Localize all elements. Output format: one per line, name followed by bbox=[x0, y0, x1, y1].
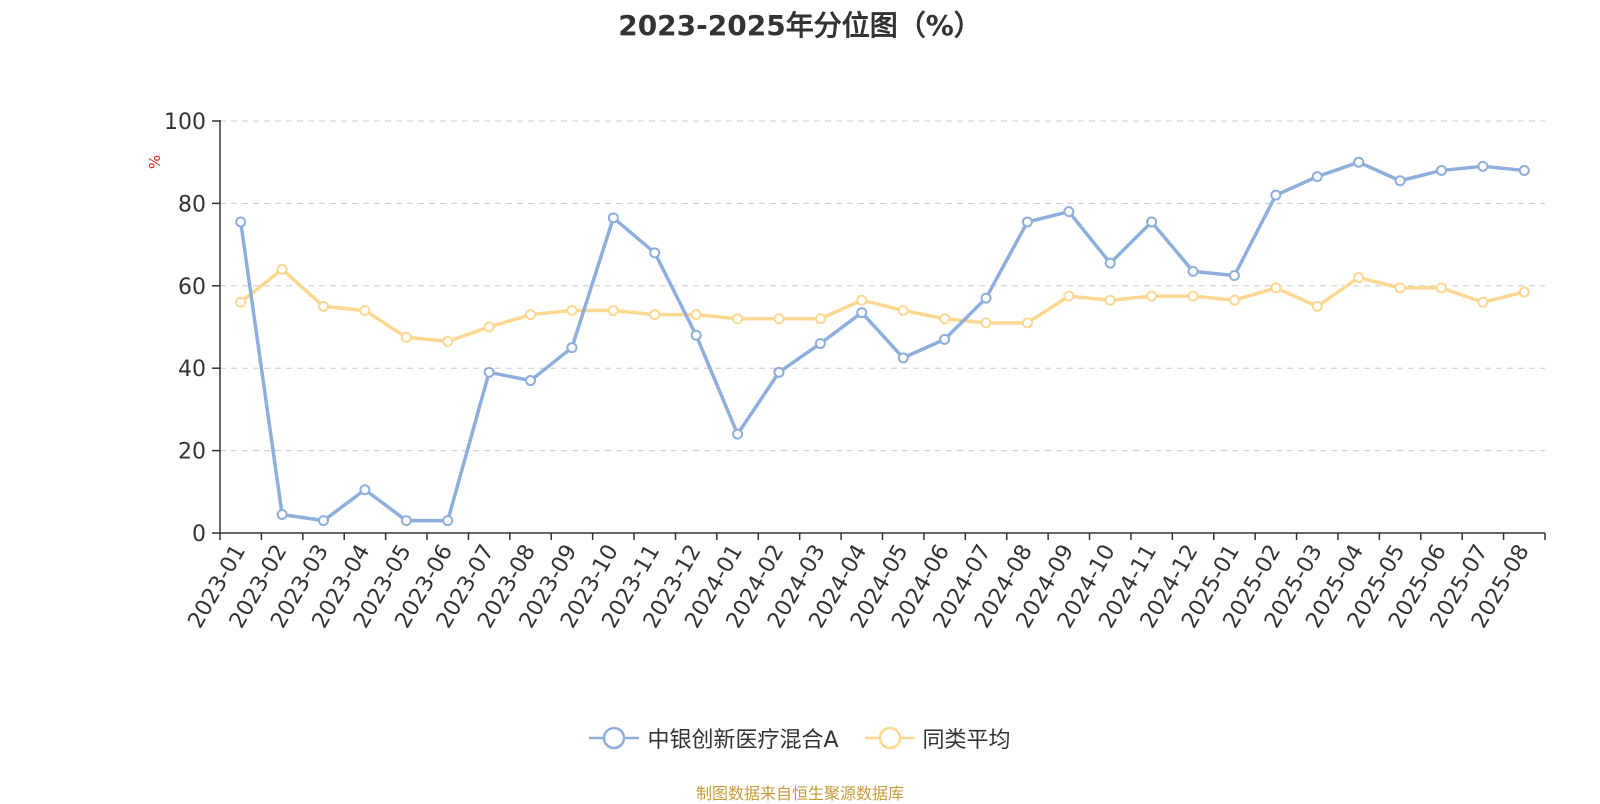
data-point-fund bbox=[940, 335, 949, 344]
data-point-fund bbox=[857, 308, 866, 317]
data-point-average bbox=[236, 298, 245, 307]
data-point-average bbox=[1271, 283, 1280, 292]
data-point-average bbox=[526, 310, 535, 319]
data-point-average bbox=[1520, 287, 1529, 296]
data-point-fund bbox=[567, 343, 576, 352]
data-point-average bbox=[940, 314, 949, 323]
axes: 0204060801002023-012023-022023-032023-04… bbox=[164, 110, 1545, 633]
data-point-fund bbox=[1230, 271, 1239, 280]
legend-fund-line-icon bbox=[589, 726, 639, 750]
legend: 中银创新医疗混合A 同类平均 bbox=[0, 722, 1600, 754]
data-point-fund bbox=[1396, 176, 1405, 185]
data-point-average bbox=[1147, 292, 1156, 301]
data-point-average bbox=[1437, 283, 1446, 292]
data-point-average bbox=[567, 306, 576, 315]
data-point-fund bbox=[485, 368, 494, 377]
line-chart: 0204060801002023-012023-022023-032023-04… bbox=[0, 0, 1600, 700]
data-point-fund bbox=[526, 376, 535, 385]
y-tick-label: 0 bbox=[192, 522, 206, 547]
data-point-average bbox=[774, 314, 783, 323]
data-point-fund bbox=[982, 294, 991, 303]
data-point-average bbox=[650, 310, 659, 319]
data-point-average bbox=[733, 314, 742, 323]
data-point-average bbox=[402, 333, 411, 342]
data-point-average bbox=[278, 265, 287, 274]
data-point-fund bbox=[1023, 217, 1032, 226]
data-point-fund bbox=[1106, 259, 1115, 268]
data-point-fund bbox=[1064, 207, 1073, 216]
series-lines bbox=[236, 158, 1529, 525]
data-point-average bbox=[1064, 292, 1073, 301]
data-point-average bbox=[816, 314, 825, 323]
legend-item-fund[interactable]: 中银创新医疗混合A bbox=[589, 722, 838, 754]
data-point-average bbox=[1478, 298, 1487, 307]
data-point-fund bbox=[278, 510, 287, 519]
series-line-average bbox=[241, 269, 1525, 341]
data-point-fund bbox=[319, 516, 328, 525]
data-point-average bbox=[692, 310, 701, 319]
data-point-fund bbox=[774, 368, 783, 377]
y-tick-label: 80 bbox=[178, 192, 206, 217]
data-point-average bbox=[319, 302, 328, 311]
legend-average-line-icon bbox=[865, 726, 915, 750]
data-point-fund bbox=[609, 213, 618, 222]
data-point-fund bbox=[360, 485, 369, 494]
data-point-average bbox=[1230, 296, 1239, 305]
data-point-fund bbox=[899, 353, 908, 362]
data-point-fund bbox=[1354, 158, 1363, 167]
data-point-average bbox=[443, 337, 452, 346]
data-point-fund bbox=[402, 516, 411, 525]
y-axis-unit-label: % bbox=[146, 155, 164, 169]
y-tick-label: 60 bbox=[178, 275, 206, 300]
y-tick-label: 100 bbox=[164, 110, 206, 135]
data-point-average bbox=[609, 306, 618, 315]
data-point-average bbox=[1189, 292, 1198, 301]
data-point-fund bbox=[1147, 217, 1156, 226]
data-point-fund bbox=[650, 248, 659, 257]
data-point-fund bbox=[816, 339, 825, 348]
y-tick-label: 40 bbox=[178, 357, 206, 382]
data-point-fund bbox=[1437, 166, 1446, 175]
data-source-note: 制图数据来自恒生聚源数据库 bbox=[0, 780, 1600, 804]
data-point-fund bbox=[1189, 267, 1198, 276]
data-point-average bbox=[1313, 302, 1322, 311]
data-point-average bbox=[1354, 273, 1363, 282]
legend-label-fund: 中银创新医疗混合A bbox=[647, 722, 838, 754]
data-point-average bbox=[1106, 296, 1115, 305]
data-point-fund bbox=[236, 217, 245, 226]
data-point-average bbox=[360, 306, 369, 315]
data-point-fund bbox=[1478, 162, 1487, 171]
data-point-average bbox=[899, 306, 908, 315]
data-point-fund bbox=[443, 516, 452, 525]
data-point-fund bbox=[1271, 191, 1280, 200]
data-point-fund bbox=[692, 331, 701, 340]
data-point-fund bbox=[1520, 166, 1529, 175]
data-point-average bbox=[857, 296, 866, 305]
data-point-average bbox=[1023, 318, 1032, 327]
data-point-average bbox=[1396, 283, 1405, 292]
legend-label-average: 同类平均 bbox=[923, 722, 1011, 754]
data-point-fund bbox=[733, 430, 742, 439]
legend-item-average[interactable]: 同类平均 bbox=[865, 722, 1011, 754]
data-point-average bbox=[982, 318, 991, 327]
data-point-average bbox=[485, 323, 494, 332]
data-point-fund bbox=[1313, 172, 1322, 181]
y-tick-label: 20 bbox=[178, 440, 206, 465]
